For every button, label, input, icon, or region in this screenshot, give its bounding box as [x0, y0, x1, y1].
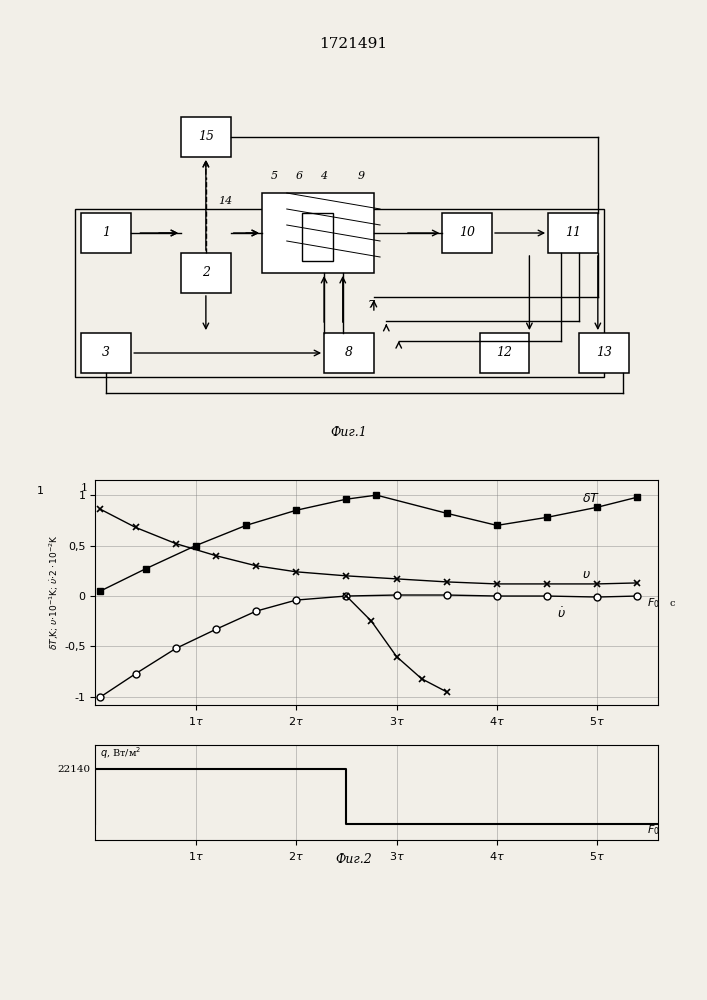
Text: $\delta T$: $\delta T$ — [583, 492, 600, 505]
Text: $F_0$: $F_0$ — [648, 823, 660, 837]
Bar — [324, 333, 374, 373]
Text: $q$, Вт/м$^2$: $q$, Вт/м$^2$ — [100, 745, 142, 761]
Bar — [443, 213, 492, 253]
Bar — [181, 253, 230, 293]
Text: 9: 9 — [358, 171, 365, 181]
Bar — [579, 333, 629, 373]
Bar — [81, 333, 132, 373]
Text: 1: 1 — [103, 227, 110, 239]
Text: 13: 13 — [596, 347, 612, 360]
Bar — [479, 333, 530, 373]
Text: $1$: $1$ — [36, 484, 45, 496]
Text: 3: 3 — [103, 347, 110, 360]
Text: 8: 8 — [345, 347, 353, 360]
Text: 7: 7 — [368, 300, 375, 310]
Text: $\upsilon$: $\upsilon$ — [583, 568, 591, 581]
Text: 4: 4 — [320, 171, 327, 181]
Text: 1721491: 1721491 — [320, 37, 387, 51]
Text: 10: 10 — [459, 227, 475, 239]
Bar — [303, 213, 334, 261]
Text: $F_0$: $F_0$ — [648, 596, 660, 610]
Y-axis label: $\delta T$,K; $\upsilon$$\cdot10^{-1}$K; $\dot{\upsilon}$$\cdot2\cdot10^{-2}$K: $\delta T$,K; $\upsilon$$\cdot10^{-1}$K;… — [48, 535, 62, 650]
Text: 22140: 22140 — [57, 765, 90, 774]
Bar — [81, 213, 132, 253]
Bar — [181, 117, 230, 157]
Bar — [262, 193, 374, 273]
Bar — [75, 209, 604, 377]
Text: 11: 11 — [565, 227, 581, 239]
Text: 14: 14 — [218, 196, 233, 206]
Bar — [548, 213, 598, 253]
Text: $\dot{\upsilon}$: $\dot{\upsilon}$ — [557, 607, 566, 621]
Text: Фиг.2: Фиг.2 — [335, 853, 372, 866]
Text: 1: 1 — [81, 483, 88, 493]
Text: 6: 6 — [296, 171, 303, 181]
Text: 12: 12 — [496, 347, 513, 360]
Text: 2: 2 — [202, 266, 210, 279]
Text: c: c — [670, 599, 675, 608]
Text: 15: 15 — [198, 130, 214, 143]
Text: 5: 5 — [271, 171, 278, 181]
Text: Фиг.1: Фиг.1 — [331, 426, 368, 440]
